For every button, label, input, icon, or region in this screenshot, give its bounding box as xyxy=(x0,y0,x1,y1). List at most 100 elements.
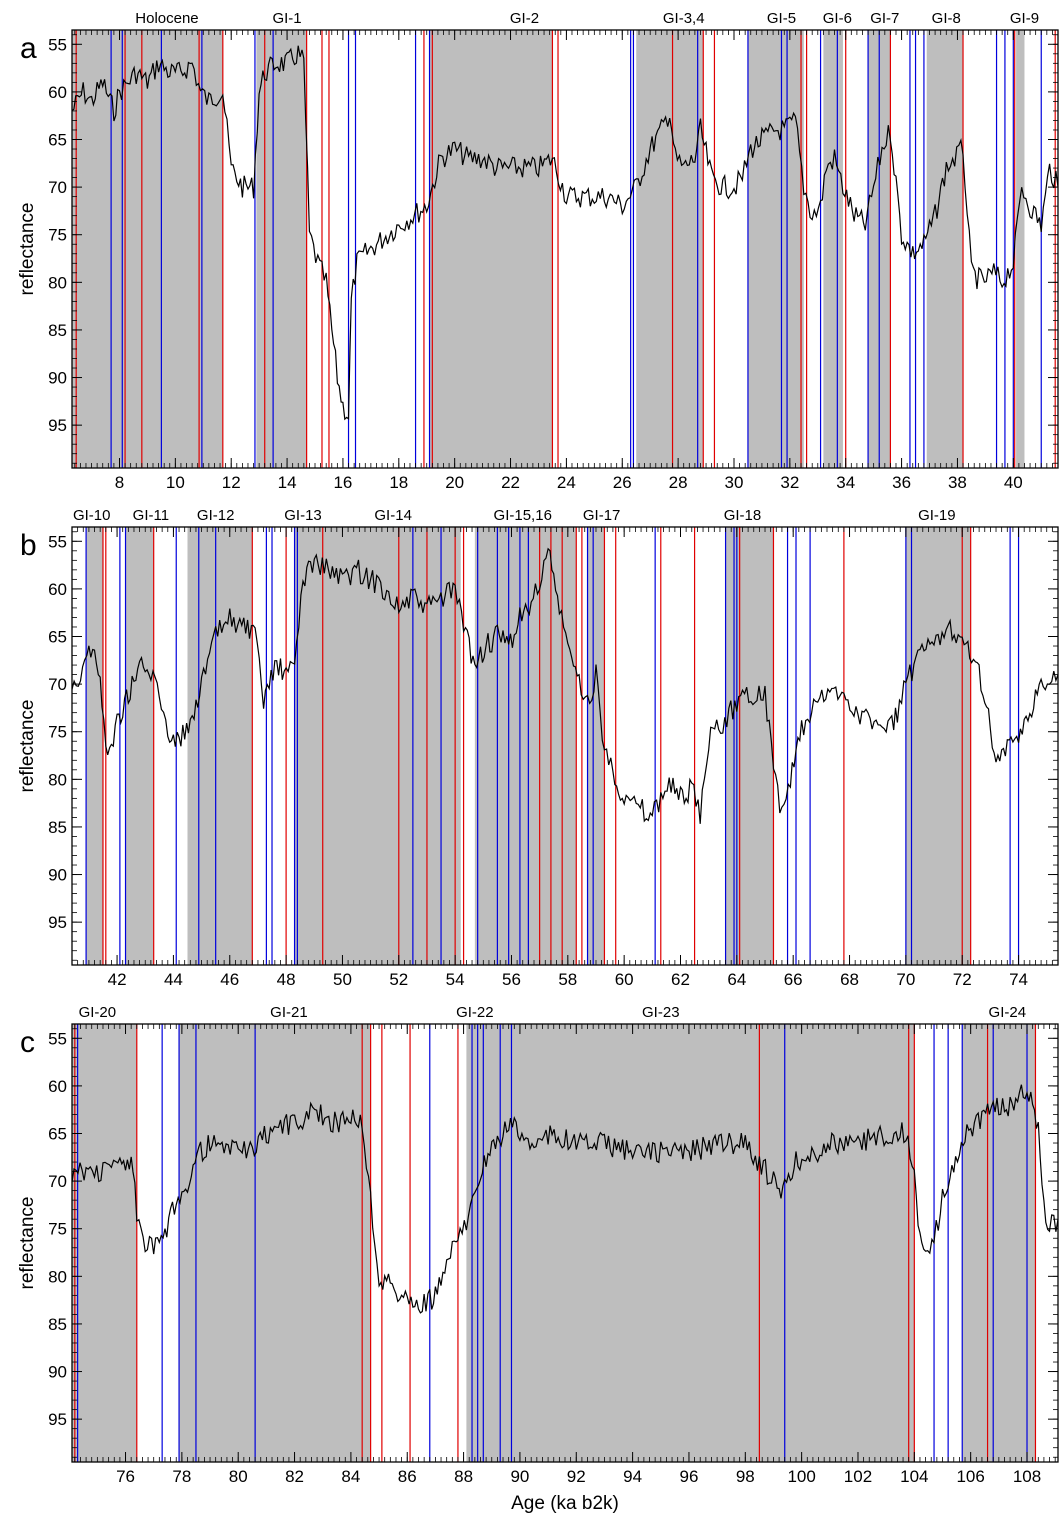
interstadial-shade xyxy=(322,527,461,965)
x-tick-label: 80 xyxy=(229,1467,248,1486)
interstadial-shade xyxy=(1016,30,1025,468)
x-tick-label: 38 xyxy=(948,473,967,492)
interstadial-shade xyxy=(483,1024,915,1462)
y-tick-label: 65 xyxy=(48,628,67,647)
y-tick-label: 75 xyxy=(48,226,67,245)
event-label: GI-3,4 xyxy=(663,10,705,27)
x-tick-label: 60 xyxy=(615,970,634,989)
x-tick-label: 36 xyxy=(892,473,911,492)
y-axis-title: reflectance xyxy=(17,1197,38,1290)
x-tick-label: 30 xyxy=(725,473,744,492)
y-tick-label: 60 xyxy=(48,580,67,599)
x-tick-label: 22 xyxy=(501,473,520,492)
x-tick-label: 90 xyxy=(510,1467,529,1486)
panel-a: 8 10 12 14 16 18 20 22 24 26 28 30 32 34 36 38 40 55 60 65 7… xyxy=(17,10,1059,492)
y-tick-label: 90 xyxy=(48,866,67,885)
interstadial-shade xyxy=(72,1024,137,1462)
x-tick-label: 94 xyxy=(623,1467,642,1486)
event-label: GI-12 xyxy=(197,507,235,524)
y-tick-label: 90 xyxy=(48,369,67,388)
event-label: GI-22 xyxy=(456,1004,494,1021)
y-tick-label: 60 xyxy=(48,1077,67,1096)
reflectance-trace xyxy=(72,1084,1058,1314)
event-label: GI-17 xyxy=(583,507,621,524)
interstadial-shade xyxy=(636,30,704,468)
y-tick-label: 85 xyxy=(48,1315,67,1334)
event-label: GI-11 xyxy=(133,507,169,524)
y-tick-label: 80 xyxy=(48,1267,67,1286)
y-tick-label: 55 xyxy=(48,1029,67,1048)
event-label: GI-6 xyxy=(823,10,852,27)
x-tick-label: 76 xyxy=(116,1467,135,1486)
event-label: GI-19 xyxy=(918,507,956,524)
interstadial-shade xyxy=(187,527,253,965)
interstadial-shade xyxy=(926,30,964,468)
x-tick-label: 100 xyxy=(787,1467,815,1486)
event-label: GI-20 xyxy=(79,1004,117,1021)
y-tick-label: 95 xyxy=(48,1410,67,1429)
plot-frame xyxy=(71,29,1059,469)
y-tick-label: 65 xyxy=(48,1125,67,1144)
x-tick-label: 28 xyxy=(669,473,688,492)
x-tick-label: 14 xyxy=(278,473,297,492)
x-tick-label: 52 xyxy=(389,970,408,989)
x-tick-label: 48 xyxy=(277,970,296,989)
x-tick-label: 26 xyxy=(613,473,632,492)
x-tick-label: 40 xyxy=(1004,473,1023,492)
event-label: GI-14 xyxy=(374,507,412,524)
x-tick-label: 10 xyxy=(166,473,185,492)
plot-area xyxy=(72,527,1058,965)
event-label: GI-13 xyxy=(284,507,322,524)
event-label: GI-24 xyxy=(989,1004,1027,1021)
y-tick-label: 70 xyxy=(48,675,67,694)
x-tick-label: 78 xyxy=(172,1467,191,1486)
x-tick-label: 32 xyxy=(780,473,799,492)
event-label: GI-9 xyxy=(1010,10,1039,27)
x-tick-label: 98 xyxy=(736,1467,755,1486)
interstadial-shade xyxy=(429,30,553,468)
event-label: GI-1 xyxy=(272,10,301,27)
y-tick-label: 95 xyxy=(48,913,67,932)
panel-letter: b xyxy=(20,529,37,562)
x-tick-label: 96 xyxy=(679,1467,698,1486)
x-tick-label: 58 xyxy=(558,970,577,989)
y-tick-label: 65 xyxy=(48,131,67,150)
x-tick-label: 102 xyxy=(844,1467,872,1486)
interstadial-shade xyxy=(256,30,307,468)
reflectance-trace xyxy=(72,45,1058,421)
interstadial-shade xyxy=(294,527,323,965)
interstadial-shade xyxy=(587,527,605,965)
reflectance-trace xyxy=(72,547,1058,824)
panel-letter: a xyxy=(20,32,37,65)
y-tick-label: 70 xyxy=(48,1172,67,1191)
y-tick-label: 90 xyxy=(48,1363,67,1382)
y-tick-label: 55 xyxy=(48,532,67,551)
plot-frame xyxy=(71,526,1059,966)
interstadial-shade xyxy=(725,527,774,965)
interstadial-shade xyxy=(823,30,843,468)
panel-letter: c xyxy=(20,1026,35,1059)
plot-area xyxy=(72,1024,1058,1462)
x-tick-label: 66 xyxy=(784,970,803,989)
event-label: GI-23 xyxy=(642,1004,680,1021)
y-tick-label: 95 xyxy=(48,416,67,435)
x-tick-label: 56 xyxy=(502,970,521,989)
x-tick-label: 18 xyxy=(389,473,408,492)
event-label: GI-10 xyxy=(73,507,111,524)
x-tick-label: 62 xyxy=(671,970,690,989)
y-axis-title: reflectance xyxy=(17,700,38,793)
x-tick-label: 42 xyxy=(108,970,127,989)
x-tick-label: 72 xyxy=(953,970,972,989)
x-tick-label: 12 xyxy=(222,473,241,492)
interstadial-shade xyxy=(86,527,103,965)
y-tick-label: 70 xyxy=(48,178,67,197)
x-tick-label: 44 xyxy=(164,970,183,989)
x-tick-label: 106 xyxy=(956,1467,984,1486)
x-tick-label: 8 xyxy=(115,473,124,492)
x-tick-label: 84 xyxy=(341,1467,360,1486)
x-tick-label: 92 xyxy=(567,1467,586,1486)
y-axis-title: reflectance xyxy=(17,203,38,296)
y-tick-label: 75 xyxy=(48,723,67,742)
interstadial-shade xyxy=(466,1024,484,1462)
